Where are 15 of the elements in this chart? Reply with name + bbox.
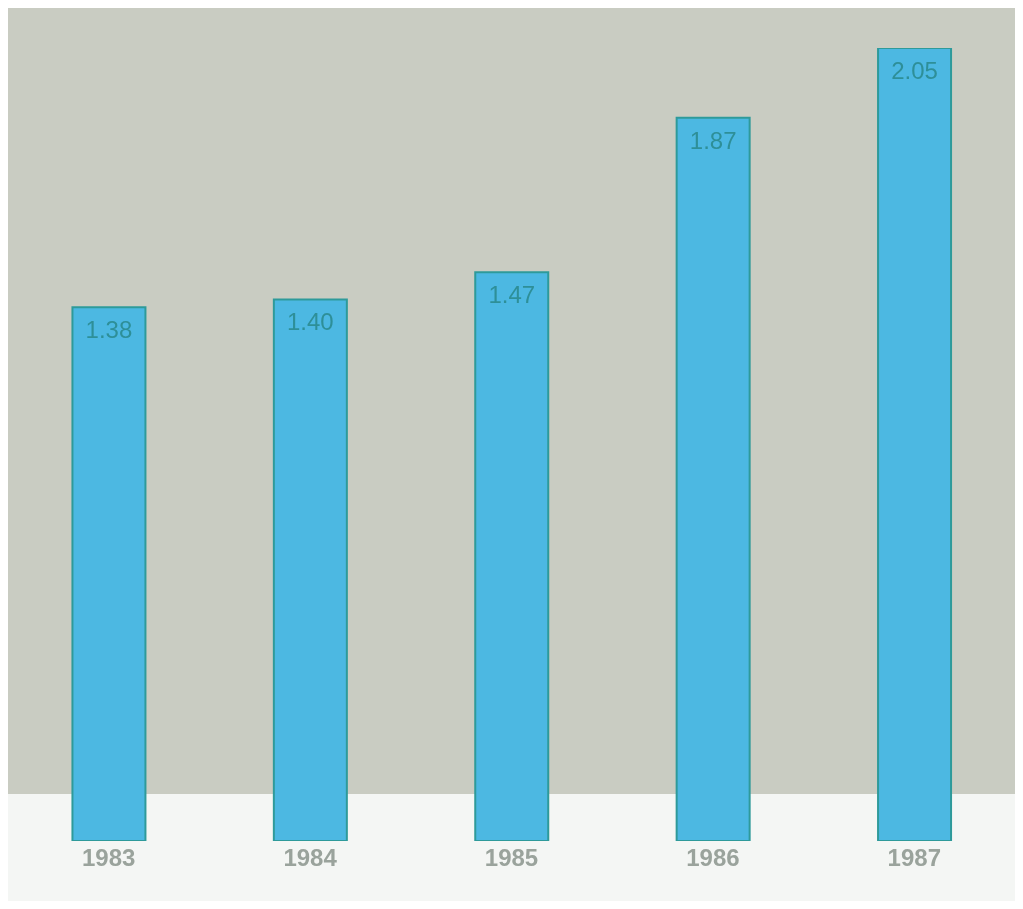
data-label: 1.47 — [488, 281, 536, 309]
bar — [675, 116, 751, 841]
x-tick-label: 1985 — [484, 844, 539, 872]
x-tick-label: 1983 — [82, 844, 136, 872]
x-tick-label: 1984 — [283, 844, 338, 872]
data-label: 1.40 — [286, 308, 334, 336]
bar — [474, 271, 550, 841]
bar — [272, 298, 348, 841]
data-label: 2.05 — [891, 57, 938, 85]
bar — [71, 306, 147, 841]
x-tick-label: 1986 — [686, 844, 740, 872]
data-label: 1.38 — [85, 316, 133, 344]
x-tick-label: 1987 — [887, 844, 941, 872]
data-label: 1.87 — [689, 126, 737, 154]
bar — [877, 48, 953, 841]
